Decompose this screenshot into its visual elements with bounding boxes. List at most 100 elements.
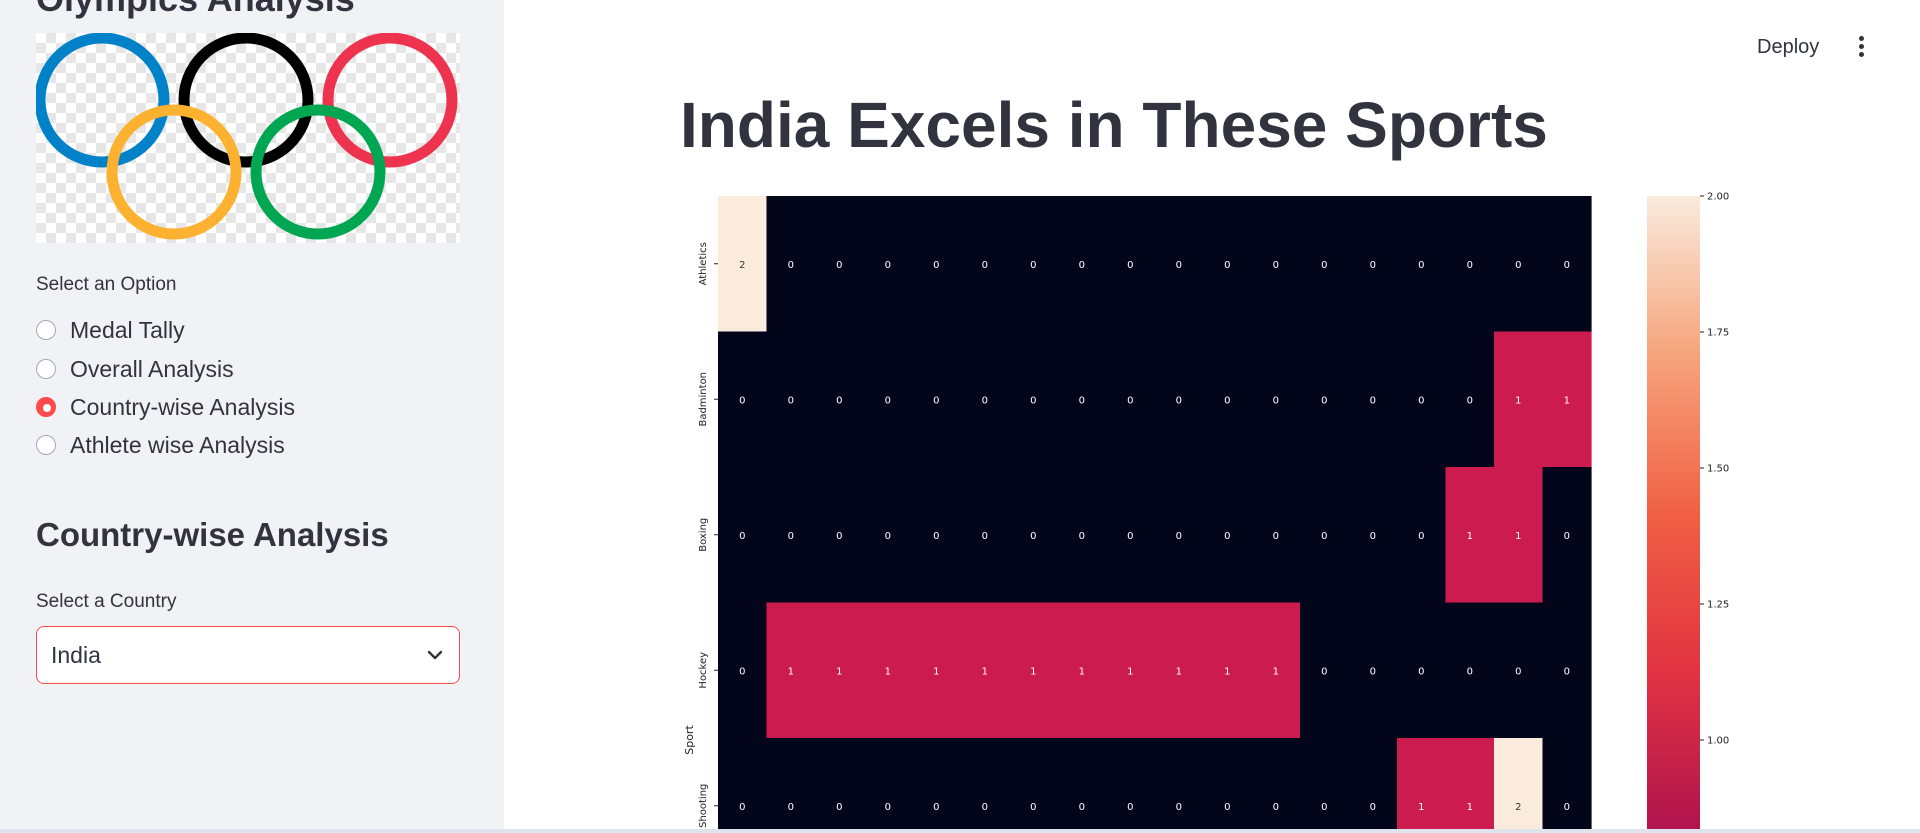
heatmap-cell-label: 0 xyxy=(739,395,745,406)
section-heading: Country-wise Analysis xyxy=(36,516,389,553)
heatmap-cell-label: 0 xyxy=(1127,395,1133,406)
heatmap-cell-label: 0 xyxy=(1515,260,1521,271)
olympic-rings-icon xyxy=(36,33,458,240)
heatmap-cell-label: 0 xyxy=(1564,666,1570,677)
heatmap-cell xyxy=(1251,602,1301,739)
heatmap-cell-label: 0 xyxy=(1273,395,1279,406)
heatmap-cell-label: 0 xyxy=(1515,666,1521,677)
heatmap-cell xyxy=(1057,602,1107,739)
heatmap-cell-label: 1 xyxy=(1418,802,1424,813)
heatmap-cell-label: 0 xyxy=(1176,260,1182,271)
heatmap-cell xyxy=(1154,331,1204,468)
heatmap-cell-label: 0 xyxy=(1127,531,1133,542)
heatmap-cell xyxy=(718,602,768,739)
heatmap-cell-label: 0 xyxy=(739,802,745,813)
heatmap-cell xyxy=(1300,196,1350,333)
heatmap-cell-label: 0 xyxy=(1030,531,1036,542)
heatmap-cell xyxy=(1057,196,1107,333)
radio-button-icon[interactable] xyxy=(36,435,56,455)
heatmap-cell-label: 0 xyxy=(1224,395,1230,406)
heatmap-cell-label: 1 xyxy=(1030,666,1036,677)
country-select-value: India xyxy=(51,641,101,668)
heatmap-cell xyxy=(960,602,1010,739)
heatmap-cell xyxy=(863,467,913,604)
heatmap-cell xyxy=(1542,602,1592,739)
heatmap-cell-label: 1 xyxy=(836,666,842,677)
heatmap-cell xyxy=(1445,602,1495,739)
heatmap-cell xyxy=(1494,738,1544,833)
radio-label: Country-wise Analysis xyxy=(70,393,295,420)
more-vertical-icon[interactable] xyxy=(1854,34,1868,62)
heatmap-cell xyxy=(1009,467,1059,604)
heatmap-cell xyxy=(1009,196,1059,333)
radio-button-selected-icon[interactable] xyxy=(36,397,56,417)
heatmap-cell-label: 0 xyxy=(982,395,988,406)
heatmap-cell-label: 0 xyxy=(1370,666,1376,677)
heatmap-cell-label: 0 xyxy=(1176,531,1182,542)
heatmap-cell-label: 0 xyxy=(885,531,891,542)
heatmap-cell xyxy=(1542,196,1592,333)
heatmap-cell-label: 1 xyxy=(1467,531,1473,542)
heatmap-cell-label: 0 xyxy=(1030,395,1036,406)
heatmap-cell xyxy=(1300,467,1350,604)
heatmap-cell xyxy=(1251,331,1301,468)
heatmap-cell-label: 0 xyxy=(1273,802,1279,813)
heatmap-cell-label: 0 xyxy=(788,260,794,271)
heatmap-cell-label: 0 xyxy=(1564,260,1570,271)
heatmap-cell xyxy=(1348,196,1398,333)
heatmap-cell xyxy=(863,196,913,333)
heatmap-cell-label: 1 xyxy=(1127,666,1133,677)
heatmap-cell xyxy=(1203,738,1253,833)
heatmap-cell-label: 0 xyxy=(739,531,745,542)
heatmap-cell xyxy=(960,331,1010,468)
heatmap-cell xyxy=(766,196,816,333)
heatmap-cell xyxy=(1397,331,1447,468)
sidebar-title: Olympics Analysis xyxy=(36,0,355,20)
heatmap-cell xyxy=(815,331,865,468)
heatmap-cell-label: 0 xyxy=(1418,395,1424,406)
heatmap-cell xyxy=(912,331,962,468)
heatmap-cell xyxy=(1009,602,1059,739)
y-tick-label: Shooting xyxy=(698,784,709,828)
colorbar-tick-label: 1.25 xyxy=(1707,600,1729,611)
radio-athlete-wise-analysis[interactable]: Athlete wise Analysis xyxy=(36,430,285,460)
y-tick-label: Athletics xyxy=(698,242,709,285)
radio-label: Athlete wise Analysis xyxy=(70,431,285,458)
heatmap-cell-label: 0 xyxy=(1321,395,1327,406)
heatmap-cell xyxy=(1348,738,1398,833)
heatmap-cell-label: 0 xyxy=(1127,260,1133,271)
heatmap-cell xyxy=(863,331,913,468)
radio-medal-tally[interactable]: Medal Tally xyxy=(36,315,185,345)
y-tick-label: Badminton xyxy=(698,372,709,427)
heatmap-cell-label: 0 xyxy=(1370,531,1376,542)
heatmap-cell-label: 2 xyxy=(1515,802,1521,813)
heatmap-cell-label: 0 xyxy=(1030,260,1036,271)
heatmap-cell xyxy=(1300,738,1350,833)
heatmap-cell xyxy=(1348,467,1398,604)
heatmap-cell xyxy=(1009,738,1059,833)
radio-label: Medal Tally xyxy=(70,316,185,343)
heatmap-cell xyxy=(1494,467,1544,604)
radio-button-icon[interactable] xyxy=(36,359,56,379)
heatmap-cell-label: 0 xyxy=(933,395,939,406)
heatmap-cell-label: 0 xyxy=(1127,802,1133,813)
heatmap-cell xyxy=(1057,331,1107,468)
heatmap-cell xyxy=(1542,331,1592,468)
heatmap-cell-label: 1 xyxy=(982,666,988,677)
heatmap-cell-label: 0 xyxy=(1418,531,1424,542)
heatmap-cell xyxy=(1106,196,1156,333)
heatmap-cell-label: 0 xyxy=(836,802,842,813)
heatmap-cell-label: 1 xyxy=(1224,666,1230,677)
heatmap-cell xyxy=(960,196,1010,333)
heatmap-cell xyxy=(766,467,816,604)
radio-overall-analysis[interactable]: Overall Analysis xyxy=(36,354,234,384)
country-select[interactable]: India xyxy=(36,626,460,684)
heatmap-cell-label: 0 xyxy=(836,395,842,406)
select-option-label: Select an Option xyxy=(36,274,177,295)
deploy-button[interactable]: Deploy xyxy=(1757,36,1820,58)
sidebar: Olympics Analysis Select an Option Medal… xyxy=(0,0,504,833)
heatmap-cell xyxy=(1300,602,1350,739)
radio-button-icon[interactable] xyxy=(36,320,56,340)
radio-country-wise-analysis[interactable]: Country-wise Analysis xyxy=(36,392,295,422)
